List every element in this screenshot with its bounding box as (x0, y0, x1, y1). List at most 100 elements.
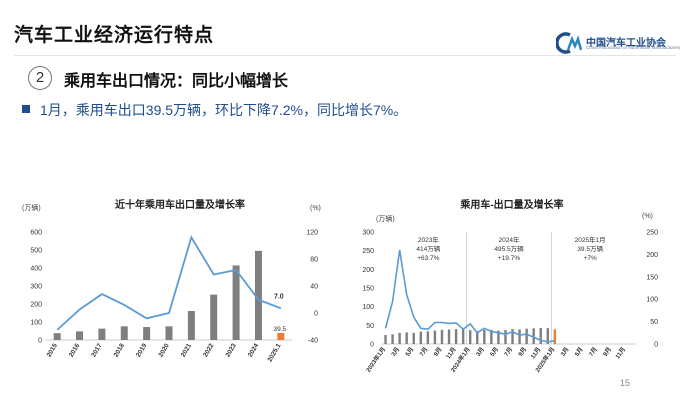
bar (447, 329, 451, 344)
x-tick-label: 11月 (613, 346, 627, 361)
y-tick-label: 100 (30, 320, 42, 327)
y2-tick-label: 100 (646, 297, 658, 304)
y-tick-label: 100 (362, 304, 374, 311)
summary-text: 1月，乘用车出口39.5万辆，环比下降7.2%，同比增长7%。 (40, 102, 408, 118)
x-tick-label: 3月 (559, 346, 571, 358)
y2-tick-label: 150 (646, 274, 658, 281)
x-tick-label: 2025.1 (267, 342, 283, 363)
y-tick-label: 150 (362, 286, 374, 293)
bar (254, 250, 262, 340)
chart-title: 近十年乘用车出口量及增长率 (115, 198, 245, 211)
right-axis-unit: (%) (310, 205, 321, 212)
x-tick-label: 5月 (573, 346, 585, 358)
x-tick-label: 2017 (90, 342, 103, 358)
page-title: 汽车工业经济运行特点 (14, 25, 215, 46)
y2-tick-label: 120 (306, 230, 318, 237)
growth-line (384, 249, 555, 343)
section-heading: 2 乘用车出口情况：同比小幅增长 (14, 66, 334, 90)
x-tick-label: 11月 (444, 346, 458, 361)
x-tick-label: 9月 (516, 346, 528, 358)
x-tick-label: 2018 (113, 342, 126, 358)
chart-annual-exports: 近十年乘用车出口量及增长率(万辆) (%)0100200300400500600-… (22, 198, 321, 363)
x-tick-label: 9月 (432, 346, 444, 358)
annotation-text: 2025年1月 (575, 235, 606, 244)
annotation-text: +7% (584, 255, 597, 262)
y-tick-label: 400 (30, 266, 42, 273)
bar (433, 330, 437, 344)
data-label: 7.0 (274, 293, 284, 300)
y2-tick-label: -40 (308, 338, 318, 345)
x-tick-label: 7月 (587, 346, 599, 358)
annotation-text: 39.5万辆 (577, 244, 603, 253)
bar (539, 327, 542, 344)
bar (476, 330, 479, 344)
x-tick-label: 5月 (403, 346, 415, 358)
x-tick-label: 2019 (135, 342, 148, 358)
y-tick-label: 300 (30, 284, 42, 291)
bar (405, 332, 408, 344)
y2-tick-label: 80 (310, 257, 318, 264)
y2-tick-label: 250 (646, 230, 658, 237)
x-tick-label: 3月 (389, 346, 401, 358)
annotation-text: 495.5万辆 (494, 244, 524, 253)
bar (187, 311, 195, 340)
y2-tick-label: 50 (650, 319, 658, 326)
y2-tick-label: 200 (646, 252, 658, 259)
y2-tick-label: 0 (654, 342, 658, 349)
y-tick-label: 200 (362, 267, 374, 274)
x-tick-label: 2024 (247, 342, 260, 358)
x-tick-label: 7月 (418, 346, 430, 358)
growth-line (56, 235, 282, 331)
chart-monthly-exports: 乘用车-出口量及增长率 (万辆) (%) 0 50 100 150 200 250 300 0 50 1… (362, 198, 658, 374)
annotation-text: 2024年 (499, 235, 520, 244)
bar (504, 329, 507, 344)
bar (518, 329, 521, 344)
summary-bullet: 1月，乘用车出口39.5万辆，环比下降7.2%，同比增长7%。 (22, 100, 407, 120)
x-tick-label: 7月 (502, 346, 514, 358)
bar (412, 332, 415, 344)
x-tick-label: 2023 (225, 342, 238, 358)
logo-subtitle: China Association of Automobile Manufact… (586, 45, 681, 50)
y-tick-label: 0 (38, 338, 42, 345)
x-tick-label: 11月 (529, 346, 543, 361)
x-tick-label: 2015 (46, 342, 59, 358)
bar (483, 329, 486, 344)
page-number: 15 (620, 378, 631, 388)
bar (497, 330, 500, 344)
y-tick-label: 600 (30, 230, 42, 237)
caam-logo: 中国汽车工业协会 China Association of Automobile… (555, 32, 680, 54)
bar (76, 331, 84, 340)
x-tick-label: 9月 (601, 346, 613, 358)
bar (391, 334, 394, 344)
bar (461, 329, 465, 344)
y2-tick-label: 0 (314, 311, 318, 318)
bar (120, 326, 128, 340)
bar (454, 329, 458, 344)
y-tick-label: 250 (362, 248, 374, 255)
y2-tick-label: 40 (310, 284, 318, 291)
bar (426, 331, 430, 344)
section-title: 乘用车出口情况：同比小幅增长 (64, 73, 289, 90)
bar (468, 330, 472, 344)
bar (419, 331, 423, 344)
x-tick-label: 5月 (488, 346, 500, 358)
bar (546, 328, 550, 344)
annotation-text: 2023年 (418, 235, 439, 244)
y-tick-label: 500 (30, 248, 42, 255)
y-tick-label: 200 (30, 302, 42, 309)
x-tick-label: 2023年1月 (364, 346, 387, 374)
bar (143, 327, 151, 340)
bar (532, 328, 535, 344)
annotation-text: +63.7% (417, 255, 439, 262)
x-tick-label: 3月 (474, 346, 486, 358)
y-tick-label: 0 (370, 342, 374, 349)
annotation-text: +19.7% (498, 255, 520, 262)
caam-logo-icon (555, 32, 583, 54)
bar (210, 294, 218, 340)
annotation-text: 414万辆 (416, 244, 440, 253)
bar (165, 326, 173, 340)
bar (525, 328, 528, 344)
bar (440, 329, 444, 344)
x-tick-label: 2021 (180, 342, 193, 358)
x-tick-label: 2020 (157, 342, 170, 358)
